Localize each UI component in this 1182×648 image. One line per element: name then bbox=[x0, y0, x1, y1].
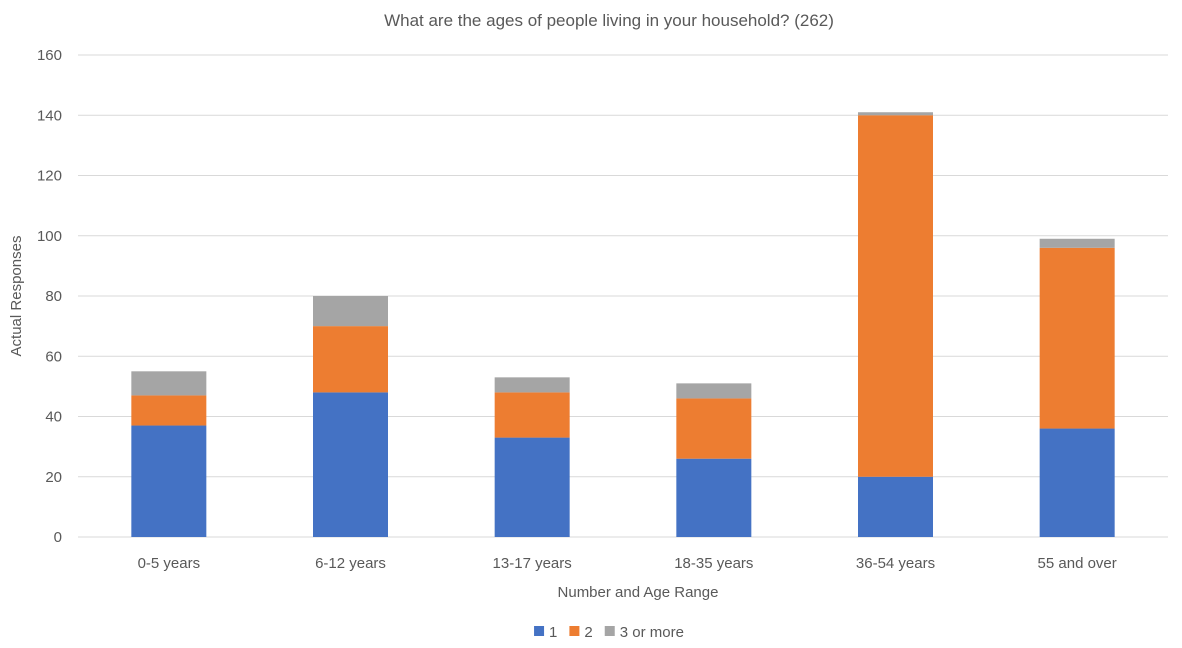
legend-label: 2 bbox=[584, 624, 592, 641]
x-axis-label: Number and Age Range bbox=[558, 584, 719, 601]
bar-segment bbox=[858, 476, 933, 537]
bar-segment bbox=[131, 425, 207, 537]
bar-segment bbox=[676, 398, 752, 459]
y-tick-label: 20 bbox=[45, 469, 62, 486]
x-tick-label: 55 and over bbox=[1038, 555, 1117, 572]
bar-segment bbox=[131, 371, 207, 396]
bar-segment bbox=[858, 115, 933, 477]
y-tick-label: 140 bbox=[37, 107, 62, 124]
bar-segment bbox=[1039, 428, 1115, 537]
legend-swatch bbox=[534, 626, 545, 636]
y-tick-label: 60 bbox=[45, 348, 62, 365]
x-axis-ticks: 0-5 years 6-12 years 13-17 years 18-35 year… bbox=[138, 555, 1117, 572]
legend-label: 1 bbox=[549, 624, 557, 641]
bar-segment bbox=[494, 392, 570, 438]
legend-swatch bbox=[604, 626, 615, 636]
x-tick-label: 13-17 years bbox=[493, 555, 572, 572]
y-axis-ticks: 0 20 40 60 80 100 120 140 160 bbox=[37, 47, 62, 546]
bar-segment bbox=[1039, 238, 1115, 248]
bars bbox=[131, 112, 1115, 537]
y-tick-label: 120 bbox=[37, 168, 62, 185]
x-tick-label: 36-54 years bbox=[856, 555, 935, 572]
bar-segment bbox=[494, 437, 570, 537]
bar-segment bbox=[676, 383, 752, 399]
x-tick-label: 6-12 years bbox=[315, 555, 386, 572]
legend-label: 3 or more bbox=[620, 624, 684, 641]
bar-segment bbox=[494, 377, 570, 393]
bar-segment bbox=[858, 112, 933, 116]
bar-segment bbox=[1039, 247, 1115, 429]
x-tick-label: 0-5 years bbox=[138, 555, 201, 572]
y-tick-label: 0 bbox=[54, 529, 62, 546]
bar-segment bbox=[313, 392, 388, 537]
bar-segment bbox=[313, 326, 388, 393]
bar-segment bbox=[313, 296, 388, 327]
y-tick-label: 100 bbox=[37, 228, 62, 245]
x-tick-label: 18-35 years bbox=[674, 555, 753, 572]
y-tick-label: 80 bbox=[45, 288, 62, 305]
legend-swatch bbox=[569, 626, 580, 636]
bar-segment bbox=[131, 395, 207, 426]
legend: 1 2 3 or more bbox=[534, 624, 684, 641]
y-tick-label: 40 bbox=[45, 409, 62, 426]
chart-title: What are the ages of people living in yo… bbox=[384, 11, 834, 30]
y-axis-label: Actual Responses bbox=[8, 236, 25, 357]
bar-segment bbox=[676, 458, 752, 537]
gridlines bbox=[78, 54, 1168, 538]
y-tick-label: 160 bbox=[37, 47, 62, 64]
